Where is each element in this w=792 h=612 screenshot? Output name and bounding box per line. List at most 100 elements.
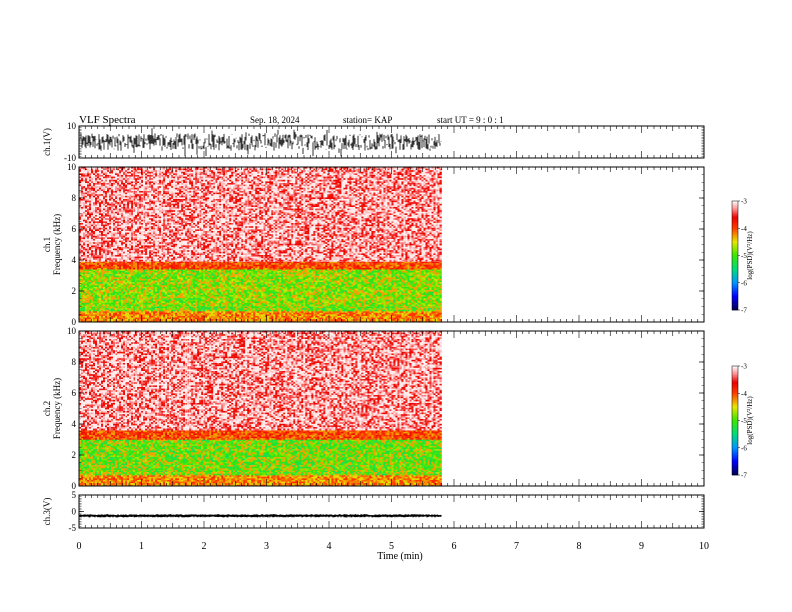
ch1-spectrogram-cell [149,277,151,279]
ch1-spectrogram-cell [125,319,127,321]
ch1-spectrogram-cell [431,318,433,320]
ch1-spectrogram-cell [399,274,401,276]
ch1-spectrogram-cell [173,310,175,312]
ch1-spectrogram-cell [105,279,107,281]
ch1-spectrogram-cell [155,313,157,315]
ch1-spectrogram-cell [117,281,119,283]
ch1-spectrogram-cell [285,271,287,273]
ch1-spectrogram-cell [193,285,195,287]
ch1-spectrogram-cell [277,311,279,313]
ch1-spectrogram-cell [335,282,337,284]
ch1-spectrogram-cell [279,310,281,312]
ch1-spectrogram-cell [83,276,85,278]
ch1-spectrogram-cell [423,313,425,315]
ch1-spectrogram-cell [199,276,201,278]
ch1-spectrogram-cell [191,277,193,279]
ch1-spectrogram-cell [403,316,405,318]
ch1-spectrogram-cell [97,279,99,281]
ch1-spectrogram-cell [241,281,243,283]
ch1-spectrogram-cell [363,271,365,273]
ch1-spectrogram-cell [237,284,239,286]
ch1-spectrogram-cell [169,282,171,284]
ch1-spectrogram-cell [181,314,183,316]
ch1-spectrogram-cell [273,316,275,318]
ch1-spectrogram-cell [115,282,117,284]
ch1-spectrogram-cell [203,314,205,316]
ch1-spectrogram-cell [259,313,261,315]
ch1-spectrogram-cell [293,274,295,276]
ch1-spectrogram-cell [261,281,263,283]
ch1-spectrogram-cell [215,277,217,279]
ch1-spectrogram-cell [417,271,419,273]
ch1-spectrogram-cell [101,319,103,321]
ch1-spectrogram-cell [419,282,421,284]
ch1-spectrogram-cell [339,276,341,278]
ch1-spectrogram-cell [269,276,271,278]
ch1-spectrogram-cell [187,279,189,281]
ch1-spectrogram-cell [127,285,129,287]
ch1-spectrogram-cell [325,276,327,278]
ch1-spectrogram-cell [177,271,179,273]
ch1-spectrogram-cell [263,279,265,281]
ch1-spectrogram-cell [243,277,245,279]
ch1-spectrogram-cell [205,281,207,283]
ch1-spectrogram-cell [431,279,433,281]
ch1-spectrogram-cell [351,310,353,312]
ch1-spectrogram-cell [377,276,379,278]
ch1-spectrogram-cell [247,285,249,287]
ch1-spectrogram-cell [93,271,95,273]
ch1-spectrogram-cell [321,308,323,310]
ch1-spectrogram-cell [429,310,431,312]
ch1-spectrogram-cell [157,316,159,318]
ch1-spectrogram-cell [169,319,171,321]
ch1-spectrogram-cell [367,308,369,310]
ch1-spectrogram-cell [129,273,131,275]
ch1-spectrogram-cell [345,269,347,271]
ch1-spectrogram-cell [95,274,97,276]
ch1-spectrogram-cell [363,311,365,313]
ch1-spectrogram-cell [199,281,201,283]
ch1-spectrogram-cell [249,307,251,309]
ch1-spectrogram-cell [89,285,91,287]
ch1-spectrogram-cell [107,313,109,315]
ch1-spectrogram-cell [375,273,377,275]
ch1-spectrogram-cell [419,276,421,278]
ch1-spectrogram-cell [425,314,427,316]
ch1-spectrogram-cell [213,273,215,275]
ch1-spectrogram-cell [409,318,411,320]
ch1-spectrogram-cell [351,282,353,284]
ch1-spectrogram-cell [369,271,371,273]
ch1-spectrogram-cell [281,313,283,315]
ch1-spectrogram-cell [355,284,357,286]
ch1-spectrogram-cell [173,282,175,284]
ch1-spectrogram-cell [93,316,95,318]
ch1-spectrogram-cell [427,310,429,312]
ch1-spectrogram-cell [157,313,159,315]
ch1-spectrogram-cell [115,313,117,315]
ch1-spectrogram-cell [119,282,121,284]
ch1-spectrogram-cell [175,316,177,318]
ch1-spectrogram-cell [169,284,171,286]
ch1-spectrogram-cell [389,271,391,273]
ch1-spectrogram-cell [171,276,173,278]
ch1-spectrogram-cell [221,319,223,321]
ch1-spectrogram-cell [165,269,167,271]
ch1-spectrogram-cell [277,273,279,275]
ch1-spectrogram-cell [373,313,375,315]
ch1-spectrogram-cell [185,311,187,313]
ch1-spectrogram-cell [297,307,299,309]
ch1-spectrogram-cell [265,311,267,313]
ch1-spectrogram-cell [189,273,191,275]
ch1-spectrogram-cell [283,316,285,318]
ch1-spectrogram-cell [249,279,251,281]
ch1-spectrogram-cell [179,313,181,315]
ch1-spectrogram-cell [419,281,421,283]
ch1-spectrogram-cell [311,313,313,315]
ch1-spectrogram-cell [415,310,417,312]
ch1-spectrogram-cell [289,274,291,276]
ch1-spectrogram-cell [175,276,177,278]
ch1-spectrogram-cell [440,281,442,283]
ch1-spectrogram-cell [387,273,389,275]
ch1-spectrogram-cell [407,277,409,279]
ch1-spectrogram-cell [349,282,351,284]
